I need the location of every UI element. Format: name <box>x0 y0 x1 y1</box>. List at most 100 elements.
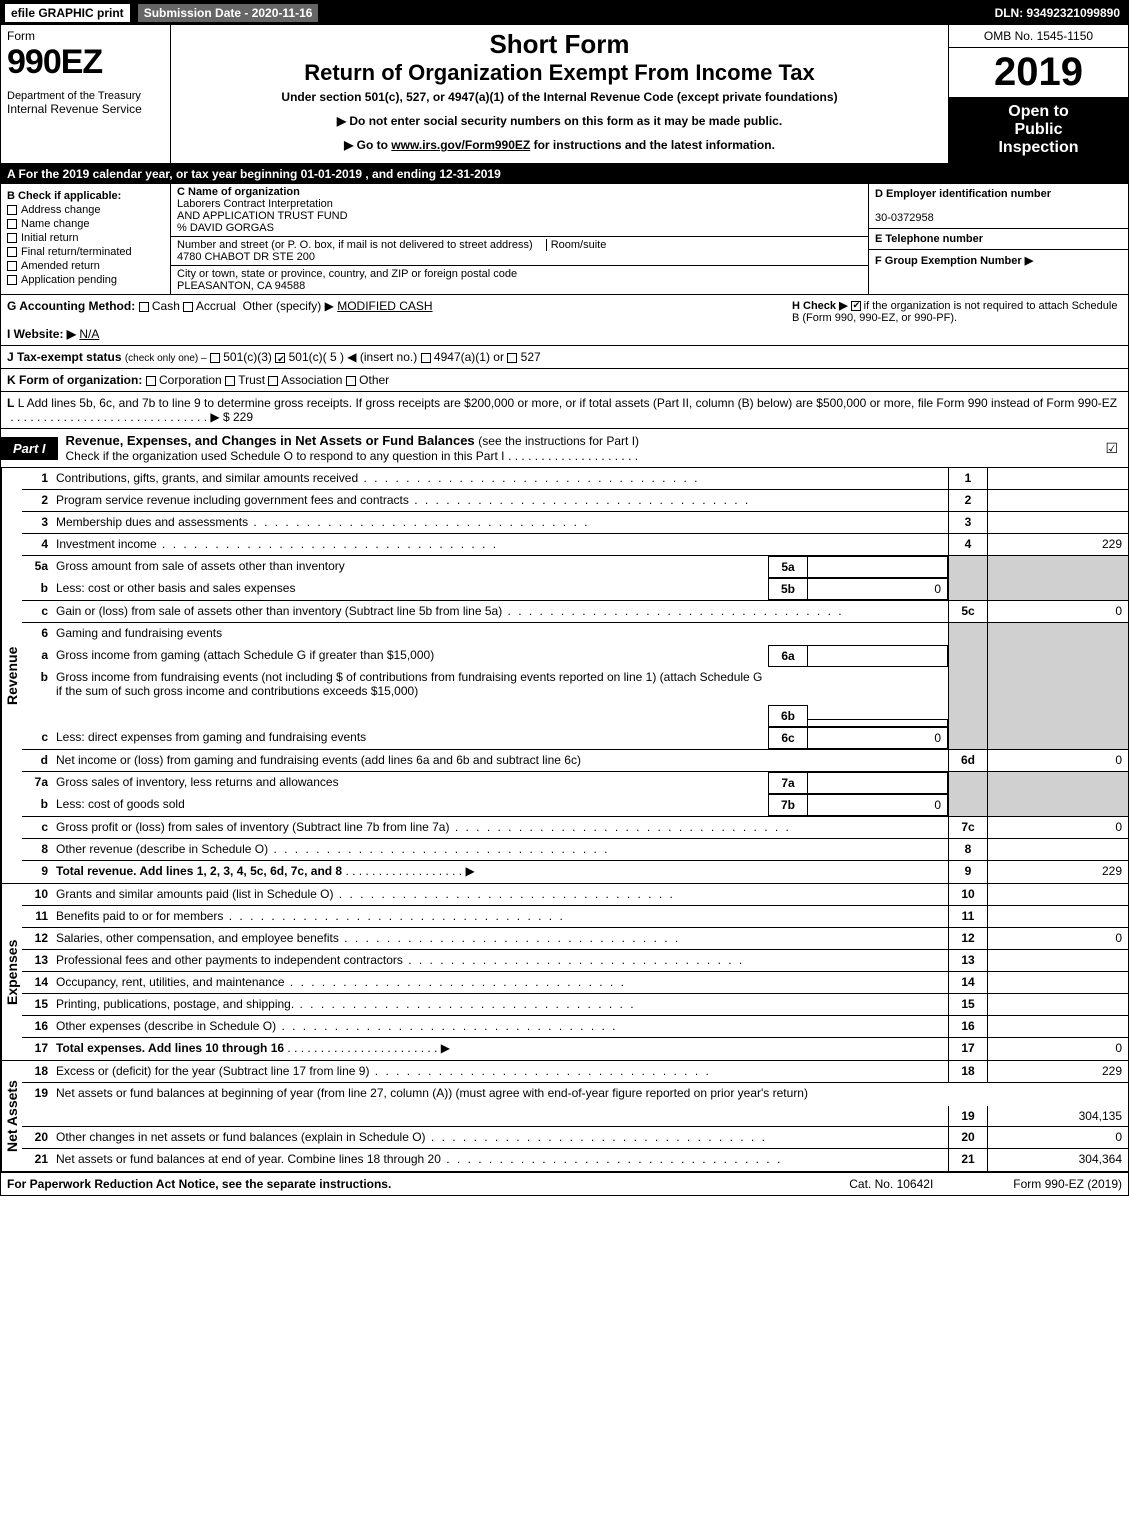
b-item-2: Initial return <box>21 232 78 244</box>
footer-right: Form 990-EZ (2019) <box>1013 1177 1122 1191</box>
checkbox-schedule-b[interactable] <box>851 301 861 311</box>
line-20-val: 0 <box>988 1127 1128 1148</box>
checkbox-assoc[interactable] <box>268 376 278 386</box>
checkbox-initial-return[interactable] <box>7 233 17 243</box>
open-line1: Open to <box>951 103 1126 121</box>
line-6a-desc: Gross income from gaming (attach Schedul… <box>52 645 768 667</box>
j-label: J Tax-exempt status <box>7 350 122 364</box>
checkbox-address-change[interactable] <box>7 205 17 215</box>
line-5c-val: 0 <box>988 601 1128 622</box>
b-item-0: Address change <box>21 204 101 216</box>
checkbox-cash[interactable] <box>139 302 149 312</box>
g-other-value: MODIFIED CASH <box>337 299 432 313</box>
checkbox-4947[interactable] <box>421 353 431 363</box>
open-line3: Inspection <box>951 139 1126 157</box>
line-15-desc: Printing, publications, postage, and shi… <box>52 994 948 1015</box>
short-form-title: Short Form <box>177 29 942 60</box>
dln-label: DLN: 93492321099890 <box>995 6 1128 20</box>
irs-link[interactable]: www.irs.gov/Form990EZ <box>391 138 530 152</box>
line-16-val <box>988 1016 1128 1037</box>
topbar: efile GRAPHIC print Submission Date - 20… <box>1 1 1128 25</box>
line-1-val <box>988 468 1128 489</box>
note-go-to: ▶ Go to www.irs.gov/Form990EZ for instru… <box>177 138 942 152</box>
submission-date-badge: Submission Date - 2020-11-16 <box>138 4 319 22</box>
row-l: L L Add lines 5b, 6c, and 7b to line 9 t… <box>1 392 1128 429</box>
revenue-vertical-label: Revenue <box>1 468 22 883</box>
checkbox-corp[interactable] <box>146 376 156 386</box>
line-6b-val <box>808 719 948 727</box>
line-21-val: 304,364 <box>988 1149 1128 1171</box>
checkbox-501c[interactable] <box>275 353 285 363</box>
part1-header: Part I Revenue, Expenses, and Changes in… <box>1 429 1128 468</box>
tax-year-line: A For the 2019 calendar year, or tax yea… <box>1 164 1128 184</box>
line-14-desc: Occupancy, rent, utilities, and maintena… <box>52 972 948 993</box>
g-label: G Accounting Method: <box>7 299 135 313</box>
line-19-val: 304,135 <box>988 1106 1128 1126</box>
line-6d-desc: Net income or (loss) from gaming and fun… <box>52 750 948 771</box>
city-label: City or town, state or province, country… <box>177 268 517 280</box>
line-9-val: 229 <box>988 861 1128 883</box>
address-value: 4780 CHABOT DR STE 200 <box>177 251 315 263</box>
e-label: E Telephone number <box>875 233 983 245</box>
block-b: B Check if applicable: Address change Na… <box>1 184 171 294</box>
form-code: 990EZ <box>7 43 164 82</box>
part1-checkbox[interactable]: ☑ <box>1105 440 1118 457</box>
g-other-label: Other (specify) ▶ <box>243 299 334 313</box>
netassets-vertical-label: Net Assets <box>1 1061 22 1171</box>
line-7b-val: 0 <box>808 794 948 816</box>
line-18-desc: Excess or (deficit) for the year (Subtra… <box>52 1061 948 1082</box>
j-hint: (check only one) ‒ <box>125 353 207 364</box>
line-7a-desc: Gross sales of inventory, less returns a… <box>52 772 768 794</box>
k-trust: Trust <box>238 373 265 387</box>
line-10-desc: Grants and similar amounts paid (list in… <box>52 884 948 905</box>
open-line2: Public <box>951 121 1126 139</box>
city-value: PLEASANTON, CA 94588 <box>177 280 305 292</box>
line-6-desc: Gaming and fundraising events <box>52 623 948 645</box>
line-8-val <box>988 839 1128 860</box>
checkbox-accrual[interactable] <box>183 302 193 312</box>
line-2-desc: Program service revenue including govern… <box>52 490 948 511</box>
checkbox-name-change[interactable] <box>7 219 17 229</box>
block-c: C Name of organization Laborers Contract… <box>171 184 868 294</box>
line-17-val: 0 <box>988 1038 1128 1060</box>
k-label: K Form of organization: <box>7 373 142 387</box>
form-header: Form 990EZ Department of the Treasury In… <box>1 25 1128 164</box>
org-name-1: Laborers Contract Interpretation <box>177 198 333 210</box>
net-assets-section: Net Assets 18Excess or (deficit) for the… <box>1 1061 1128 1173</box>
h-label: H Check ▶ <box>792 300 848 312</box>
checkbox-501c3[interactable] <box>210 353 220 363</box>
checkbox-final-return[interactable] <box>7 247 17 257</box>
line-16-desc: Other expenses (describe in Schedule O) <box>52 1016 948 1037</box>
omb-number: OMB No. 1545-1150 <box>949 25 1128 48</box>
b-item-5: Application pending <box>21 274 117 286</box>
footer-left: For Paperwork Reduction Act Notice, see … <box>7 1177 391 1191</box>
line-5a-desc: Gross amount from sale of assets other t… <box>52 556 768 578</box>
part1-label: Part I <box>1 437 58 460</box>
k-corp: Corporation <box>159 373 222 387</box>
g-cash: Cash <box>152 299 180 313</box>
efile-print-button[interactable]: efile GRAPHIC print <box>5 4 130 22</box>
line-10-val <box>988 884 1128 905</box>
expenses-vertical-label: Expenses <box>1 884 22 1060</box>
checkbox-527[interactable] <box>507 353 517 363</box>
checkbox-application-pending[interactable] <box>7 275 17 285</box>
line-9-desc: Total revenue. Add lines 1, 2, 3, 4, 5c,… <box>56 864 342 878</box>
line-14-val <box>988 972 1128 993</box>
l-text: L Add lines 5b, 6c, and 7b to line 9 to … <box>18 396 1117 410</box>
j-o3: 4947(a)(1) or <box>434 350 504 364</box>
line-18-val: 229 <box>988 1061 1128 1082</box>
checkbox-trust[interactable] <box>225 376 235 386</box>
page-footer: For Paperwork Reduction Act Notice, see … <box>1 1173 1128 1195</box>
note-go-to-post: for instructions and the latest informat… <box>530 138 775 152</box>
checkbox-amended-return[interactable] <box>7 261 17 271</box>
line-20-desc: Other changes in net assets or fund bala… <box>52 1127 948 1148</box>
line-1-desc: Contributions, gifts, grants, and simila… <box>52 468 948 489</box>
checkbox-other-org[interactable] <box>346 376 356 386</box>
line-7c-val: 0 <box>988 817 1128 838</box>
line-21-desc: Net assets or fund balances at end of ye… <box>52 1149 948 1171</box>
line-6c-desc: Less: direct expenses from gaming and fu… <box>52 727 768 749</box>
line-17-desc: Total expenses. Add lines 10 through 16 <box>56 1041 284 1055</box>
c-label: C Name of organization <box>177 186 300 198</box>
b-item-4: Amended return <box>21 260 100 272</box>
line-5c-desc: Gain or (loss) from sale of assets other… <box>52 601 948 622</box>
